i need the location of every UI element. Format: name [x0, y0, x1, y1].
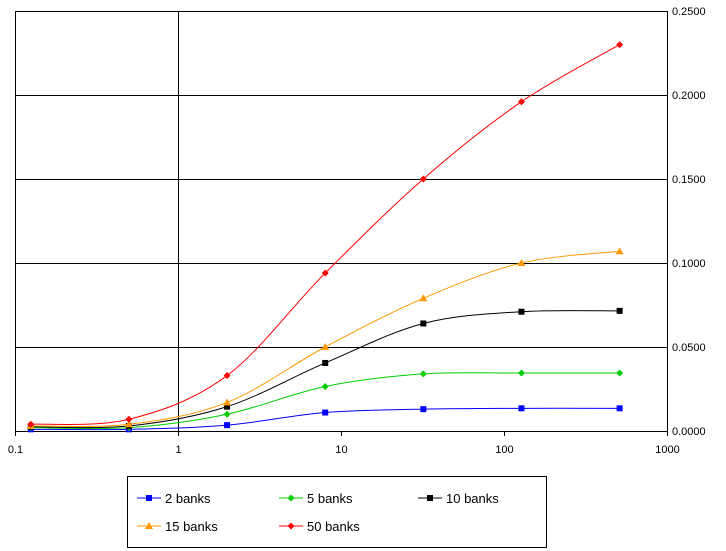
legend-box: [127, 476, 547, 548]
data-point-50-banks: [517, 98, 525, 106]
x-tick-label: 0.1: [8, 444, 23, 456]
legend-swatch-marker: [287, 494, 295, 502]
data-point-5-banks: [223, 410, 231, 418]
legend-swatch-marker: [287, 522, 295, 530]
data-point-50-banks: [27, 420, 35, 428]
y-tick-label: 0.0500: [672, 342, 706, 354]
legend-item-2-banks: 2 banks: [137, 491, 211, 506]
data-point-10-banks: [616, 307, 623, 314]
series-group: [26, 41, 624, 433]
x-tick-label: 1: [175, 444, 181, 456]
data-point-50-banks: [321, 269, 329, 277]
gridlines: [15, 11, 667, 432]
x-tick-label: 10: [335, 444, 347, 456]
series-line-15-banks: [30, 250, 620, 427]
legend-label: 5 banks: [307, 491, 353, 506]
legend-swatch-marker: [427, 495, 433, 501]
data-point-2-banks: [616, 405, 623, 412]
legend: 2 banks 5 banks 10 banks 15 banks 50 banks: [127, 476, 547, 548]
legend-item-50-banks: 50 banks: [279, 519, 360, 534]
series-50-banks: [27, 41, 624, 428]
data-point-50-banks: [616, 41, 624, 49]
data-point-2-banks: [420, 406, 427, 413]
axes: [15, 11, 668, 436]
y-tick-label: 0.2000: [672, 90, 706, 102]
legend-item-5-banks: 5 banks: [279, 491, 353, 506]
legend-label: 2 banks: [165, 491, 211, 506]
y-tick-label: 0.1500: [672, 174, 706, 186]
series-line-50-banks: [30, 44, 620, 425]
data-point-5-banks: [517, 369, 525, 377]
data-point-50-banks: [419, 175, 427, 183]
data-point-2-banks: [518, 405, 525, 412]
data-point-15-banks: [615, 247, 624, 255]
legend-item-10-banks: 10 banks: [418, 491, 499, 506]
legend-swatch-marker: [145, 522, 153, 529]
data-point-15-banks: [321, 343, 330, 350]
x-tick-label: 100: [495, 444, 513, 456]
data-point-10-banks: [224, 403, 231, 410]
y-tick-label: 0.0000: [672, 426, 706, 438]
data-point-50-banks: [125, 415, 133, 423]
data-point-5-banks: [419, 370, 427, 378]
data-point-15-banks: [517, 259, 526, 266]
legend-item-15-banks: 15 banks: [137, 519, 218, 534]
x-tick-label: 1000: [655, 444, 679, 456]
data-point-2-banks: [224, 422, 231, 429]
data-point-5-banks: [321, 382, 329, 390]
data-point-15-banks: [223, 398, 232, 406]
y-tick-label: 0.2500: [672, 6, 706, 18]
data-point-10-banks: [322, 359, 329, 366]
data-point-15-banks: [419, 294, 428, 302]
legend-label: 10 banks: [446, 491, 499, 506]
series-15-banks: [26, 247, 624, 429]
data-point-5-banks: [616, 369, 624, 377]
data-point-50-banks: [223, 372, 231, 380]
y-tick-label: 0.1000: [672, 258, 706, 270]
legend-label: 50 banks: [307, 519, 360, 534]
legend-swatch-marker: [146, 495, 152, 501]
legend-label: 15 banks: [165, 519, 218, 534]
data-point-10-banks: [518, 308, 525, 315]
data-point-10-banks: [420, 320, 427, 327]
data-point-2-banks: [322, 409, 329, 416]
x-tick-labels: 0.1 1 10 100 1000: [8, 444, 680, 456]
series-line-5-banks: [30, 372, 620, 430]
y-tick-labels: 0.0000 0.0500 0.1000 0.1500 0.2000 0.2500: [672, 6, 706, 438]
data-point-15-banks: [124, 420, 133, 428]
